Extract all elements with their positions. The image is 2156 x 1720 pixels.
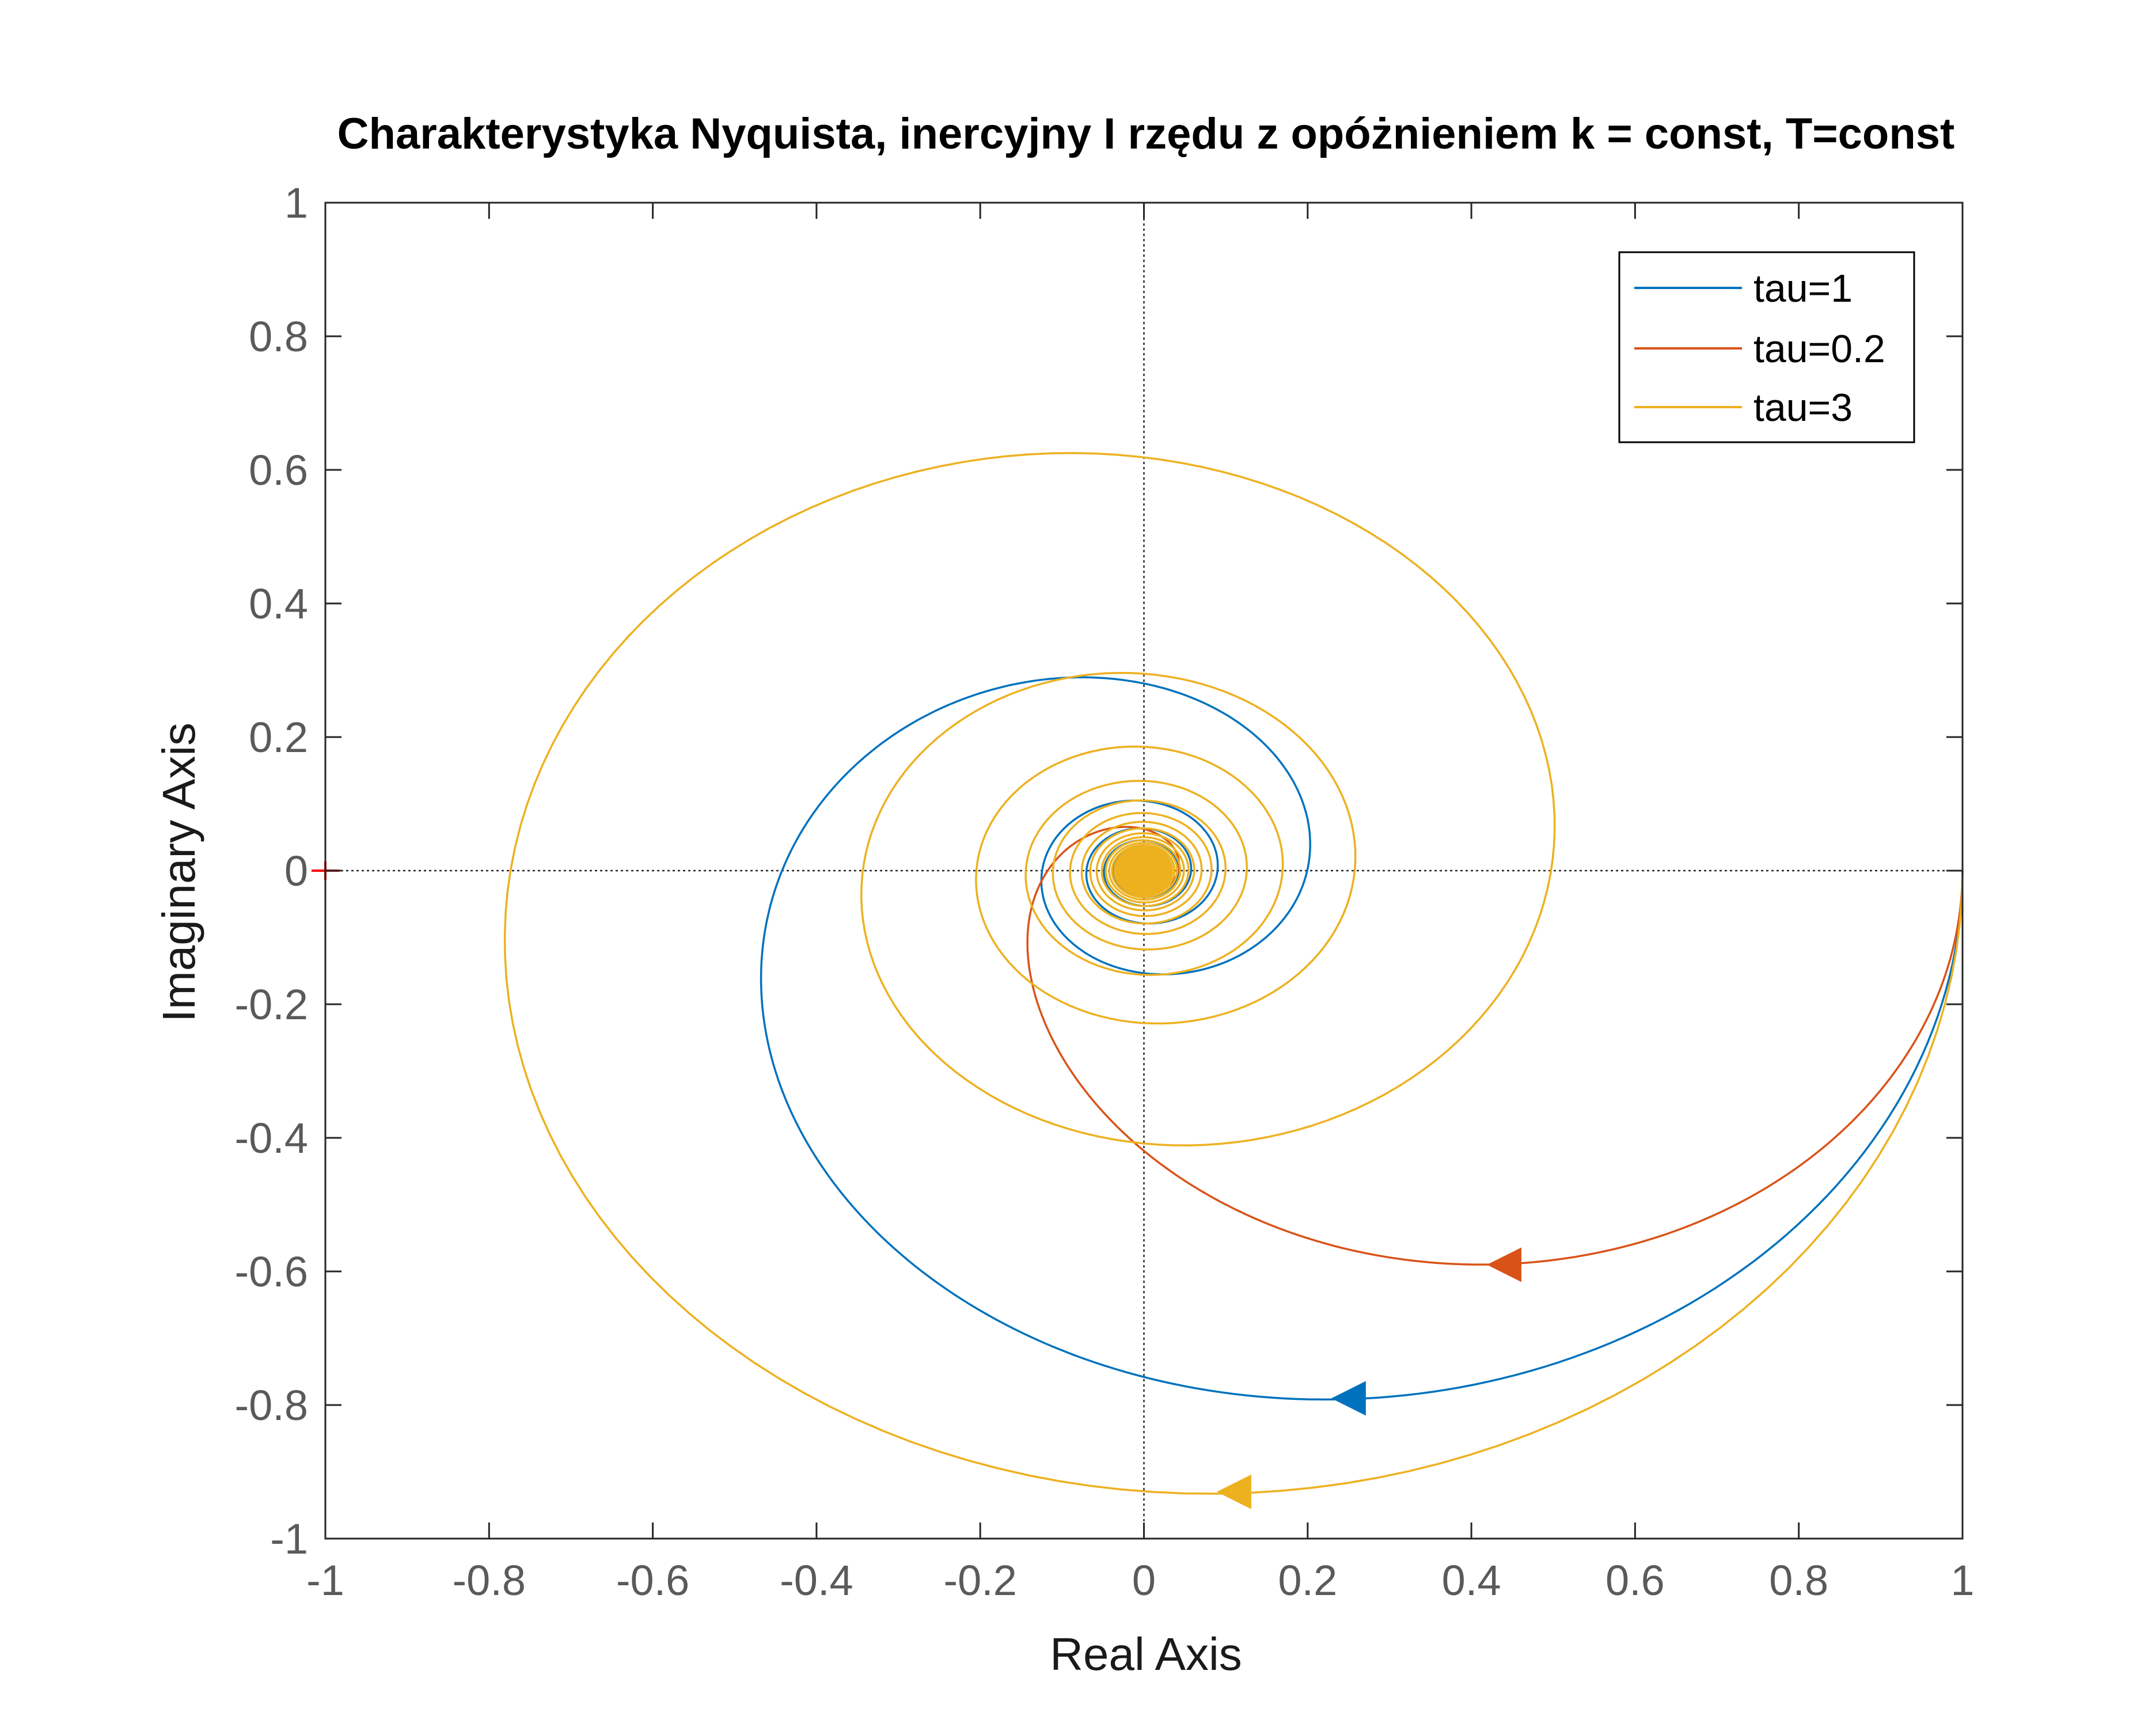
direction-arrow-tau-0-2 <box>1486 1247 1521 1282</box>
series-line-tau-3 <box>503 452 1964 1495</box>
x-tick-label: 0.6 <box>1605 1556 1665 1604</box>
y-tick-label: 1 <box>284 179 308 227</box>
arrows-layer <box>1216 1247 1521 1509</box>
chart-title: Charakterystyka Nyquista, inercyjny I rz… <box>337 109 1955 158</box>
curves-layer <box>503 452 1964 1495</box>
y-tick-label: -0.4 <box>234 1114 308 1162</box>
x-tick-label: 1 <box>1950 1556 1974 1604</box>
x-tick-label: -1 <box>306 1556 344 1604</box>
y-tick-label: -1 <box>270 1515 308 1563</box>
y-tick-label: 0.2 <box>249 713 308 761</box>
y-tick-label: 0.6 <box>249 446 308 494</box>
x-tick-label: 0.4 <box>1442 1556 1501 1604</box>
x-axis-ticks: -1 -0.8 -0.6 -0.4 -0.2 0 0.2 0.4 0.6 0.8 1 <box>306 203 1975 1604</box>
y-tick-label: -0.2 <box>234 981 308 1028</box>
y-tick-label: -0.8 <box>234 1381 308 1429</box>
y-tick-label: 0 <box>284 847 308 895</box>
x-tick-label: -0.8 <box>453 1556 526 1604</box>
legend-label-tau-1: tau=1 <box>1753 267 1853 310</box>
x-tick-label: 0 <box>1132 1556 1156 1604</box>
y-axis-label: Imaginary Axis <box>153 723 204 1022</box>
x-tick-label: -0.4 <box>780 1556 853 1604</box>
direction-arrow-tau-1 <box>1331 1381 1366 1416</box>
x-axis-label: Real Axis <box>1050 1628 1242 1680</box>
legend-label-tau-0-2: tau=0.2 <box>1753 327 1885 371</box>
direction-arrow-tau-3 <box>1216 1474 1251 1509</box>
y-tick-label: 0.8 <box>249 313 308 360</box>
zero-crosshair <box>325 203 1963 1539</box>
x-tick-label: 0.2 <box>1278 1556 1337 1604</box>
x-tick-label: -0.2 <box>943 1556 1017 1604</box>
y-tick-label: -0.6 <box>234 1248 308 1296</box>
x-tick-label: 0.8 <box>1769 1556 1828 1604</box>
legend: tau=1 tau=0.2 tau=3 <box>1618 251 1915 443</box>
x-tick-label: -0.6 <box>616 1556 690 1604</box>
y-tick-label: 0.4 <box>249 580 308 628</box>
y-axis-ticks: -1 -0.8 -0.6 -0.4 -0.2 0 0.2 0.4 0.6 0.8 1 <box>234 179 1963 1563</box>
legend-label-tau-3: tau=3 <box>1753 386 1853 430</box>
